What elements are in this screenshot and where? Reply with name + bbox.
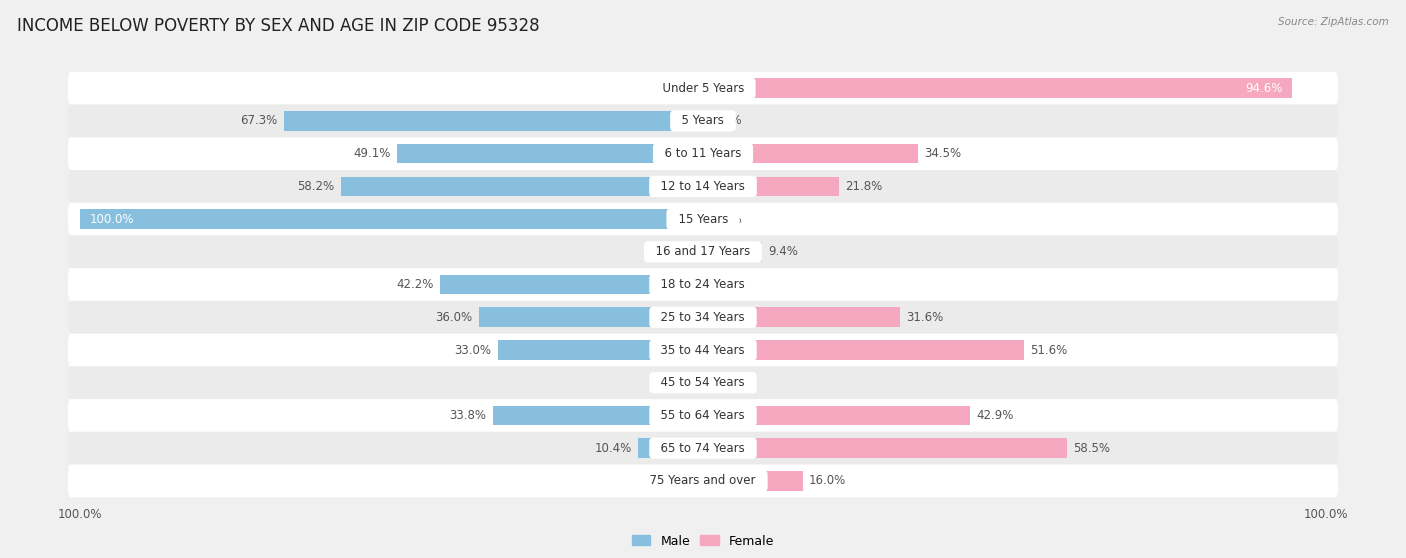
- Text: 42.2%: 42.2%: [396, 278, 434, 291]
- FancyBboxPatch shape: [67, 203, 1339, 235]
- Bar: [703, 340, 1025, 360]
- Bar: [703, 176, 839, 196]
- Text: 31.6%: 31.6%: [905, 311, 943, 324]
- Text: 94.6%: 94.6%: [1246, 81, 1282, 95]
- Bar: [703, 406, 970, 425]
- Text: 10.4%: 10.4%: [595, 442, 633, 455]
- Text: 75 Years and over: 75 Years and over: [643, 474, 763, 488]
- Bar: [703, 144, 918, 163]
- Text: 0.0%: 0.0%: [664, 246, 693, 258]
- FancyBboxPatch shape: [67, 235, 1339, 268]
- Text: 16 and 17 Years: 16 and 17 Years: [648, 246, 758, 258]
- Bar: [479, 307, 703, 327]
- FancyBboxPatch shape: [67, 72, 1339, 104]
- Text: 51.6%: 51.6%: [1031, 344, 1067, 357]
- Bar: [638, 439, 703, 458]
- Text: 0.0%: 0.0%: [713, 278, 742, 291]
- Text: 16.0%: 16.0%: [808, 474, 846, 488]
- Legend: Male, Female: Male, Female: [627, 530, 779, 552]
- Text: Source: ZipAtlas.com: Source: ZipAtlas.com: [1278, 17, 1389, 27]
- FancyBboxPatch shape: [67, 170, 1339, 203]
- Bar: [340, 176, 703, 196]
- Bar: [703, 471, 803, 490]
- Text: 58.2%: 58.2%: [297, 180, 335, 193]
- Text: 18 to 24 Years: 18 to 24 Years: [654, 278, 752, 291]
- Text: 65 to 74 Years: 65 to 74 Years: [654, 442, 752, 455]
- FancyBboxPatch shape: [67, 399, 1339, 432]
- Text: 55 to 64 Years: 55 to 64 Years: [654, 409, 752, 422]
- Text: INCOME BELOW POVERTY BY SEX AND AGE IN ZIP CODE 95328: INCOME BELOW POVERTY BY SEX AND AGE IN Z…: [17, 17, 540, 35]
- Text: 9.4%: 9.4%: [768, 246, 797, 258]
- Bar: [703, 439, 1067, 458]
- Text: 35 to 44 Years: 35 to 44 Years: [654, 344, 752, 357]
- Text: 6 to 11 Years: 6 to 11 Years: [657, 147, 749, 160]
- Text: 0.0%: 0.0%: [713, 114, 742, 127]
- Bar: [703, 242, 762, 262]
- Text: 0.0%: 0.0%: [664, 81, 693, 95]
- Bar: [440, 275, 703, 295]
- Text: 33.8%: 33.8%: [450, 409, 486, 422]
- Bar: [498, 340, 703, 360]
- FancyBboxPatch shape: [67, 432, 1339, 465]
- Text: 25 to 34 Years: 25 to 34 Years: [654, 311, 752, 324]
- Text: 21.8%: 21.8%: [845, 180, 882, 193]
- FancyBboxPatch shape: [67, 137, 1339, 170]
- FancyBboxPatch shape: [67, 367, 1339, 399]
- Bar: [492, 406, 703, 425]
- Text: 42.9%: 42.9%: [976, 409, 1014, 422]
- Text: 15 Years: 15 Years: [671, 213, 735, 225]
- FancyBboxPatch shape: [67, 334, 1339, 367]
- Bar: [80, 209, 703, 229]
- Text: 0.0%: 0.0%: [713, 376, 742, 389]
- Text: 33.0%: 33.0%: [454, 344, 491, 357]
- Bar: [703, 307, 900, 327]
- FancyBboxPatch shape: [67, 104, 1339, 137]
- Text: 34.5%: 34.5%: [924, 147, 962, 160]
- Text: 0.0%: 0.0%: [713, 213, 742, 225]
- Text: Under 5 Years: Under 5 Years: [655, 81, 751, 95]
- Text: 58.5%: 58.5%: [1074, 442, 1111, 455]
- FancyBboxPatch shape: [67, 268, 1339, 301]
- Text: 0.0%: 0.0%: [664, 474, 693, 488]
- Bar: [703, 79, 1292, 98]
- Text: 12 to 14 Years: 12 to 14 Years: [654, 180, 752, 193]
- Text: 67.3%: 67.3%: [240, 114, 278, 127]
- Text: 49.1%: 49.1%: [354, 147, 391, 160]
- Bar: [398, 144, 703, 163]
- Text: 100.0%: 100.0%: [90, 213, 134, 225]
- FancyBboxPatch shape: [67, 301, 1339, 334]
- Text: 45 to 54 Years: 45 to 54 Years: [654, 376, 752, 389]
- Text: 5 Years: 5 Years: [675, 114, 731, 127]
- Bar: [284, 111, 703, 131]
- Text: 36.0%: 36.0%: [436, 311, 472, 324]
- FancyBboxPatch shape: [67, 465, 1339, 497]
- Text: 0.0%: 0.0%: [664, 376, 693, 389]
